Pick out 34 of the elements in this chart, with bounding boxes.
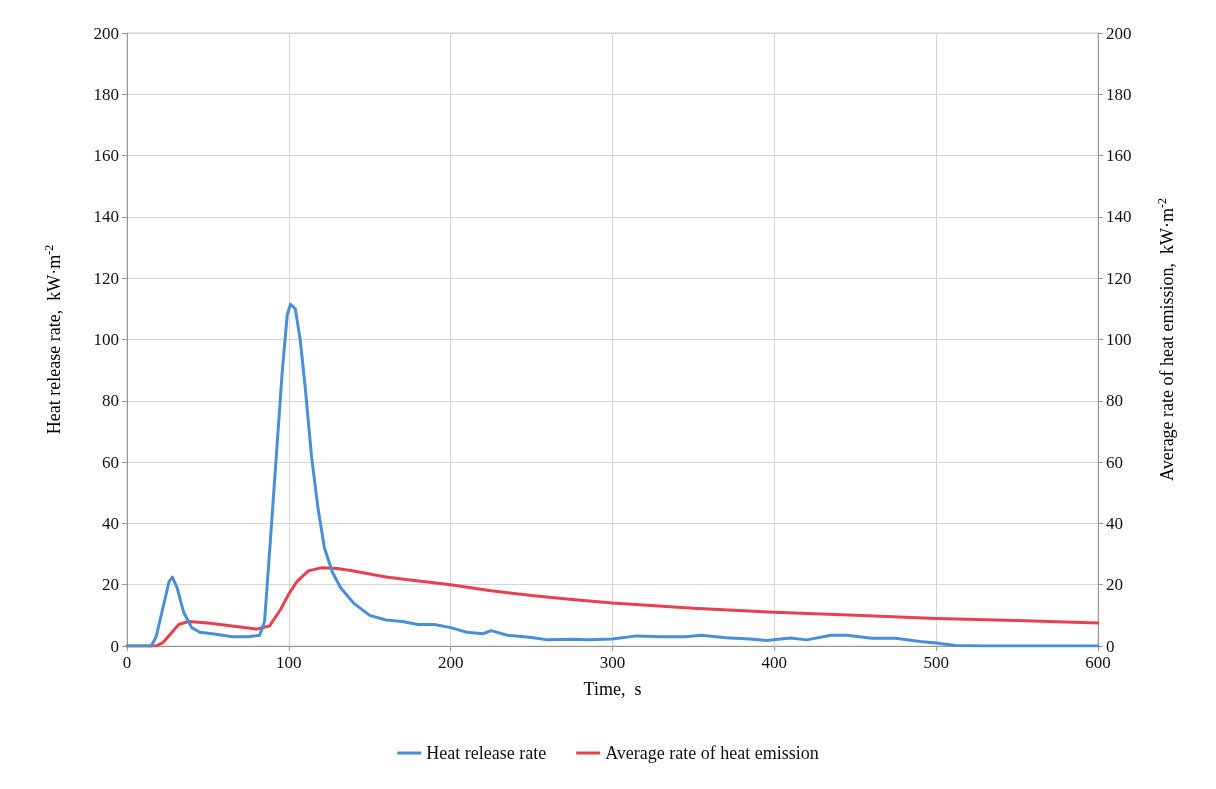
x-tick-label: 200 [437, 653, 464, 672]
y2-tick-label: 40 [1106, 513, 1123, 533]
y2-tick-label: 180 [1106, 84, 1132, 104]
legend-label: Heat release rate [426, 743, 547, 763]
y2-axis-title: Average rate of heat emission, kW·m-2 [1155, 197, 1177, 482]
x-tick-label: 600 [1085, 653, 1111, 672]
y2-tick-label: 0 [1106, 636, 1115, 656]
y-tick-label: 100 [93, 330, 119, 349]
y-axis-title: Heat release rate, kW·m-2 [42, 244, 64, 435]
x-tick-label: 300 [599, 653, 626, 672]
x-tick-label: 500 [923, 653, 949, 672]
x-tick-label: 100 [276, 653, 302, 672]
y2-tick-label: 80 [1106, 391, 1123, 411]
y-tick-label: 120 [93, 268, 119, 288]
y2-tick-label: 160 [1106, 146, 1132, 166]
y2-tick-label: 120 [1106, 268, 1132, 288]
y2-tick-label: 20 [1106, 575, 1123, 595]
x-tick-label: 0 [122, 653, 132, 672]
y-tick-label: 0 [110, 636, 119, 656]
y-tick-label: 160 [93, 146, 119, 166]
y2-tick-label: 60 [1106, 452, 1123, 472]
y-tick-label: 140 [93, 207, 119, 227]
x-tick-label: 400 [761, 653, 788, 672]
y-tick-label: 20 [102, 575, 119, 595]
legend-label: Average rate of heat emission [605, 743, 819, 763]
y-tick-label: 180 [93, 84, 119, 104]
y-tick-label: 200 [93, 23, 119, 43]
y2-tick-label: 140 [1106, 207, 1132, 227]
y-tick-label: 80 [102, 391, 119, 411]
y2-tick-label: 200 [1106, 23, 1132, 43]
x-axis-title: Time, s [583, 679, 642, 699]
y2-tick-label: 100 [1106, 330, 1132, 349]
y-tick-label: 60 [102, 452, 119, 472]
y-tick-label: 40 [102, 513, 119, 533]
